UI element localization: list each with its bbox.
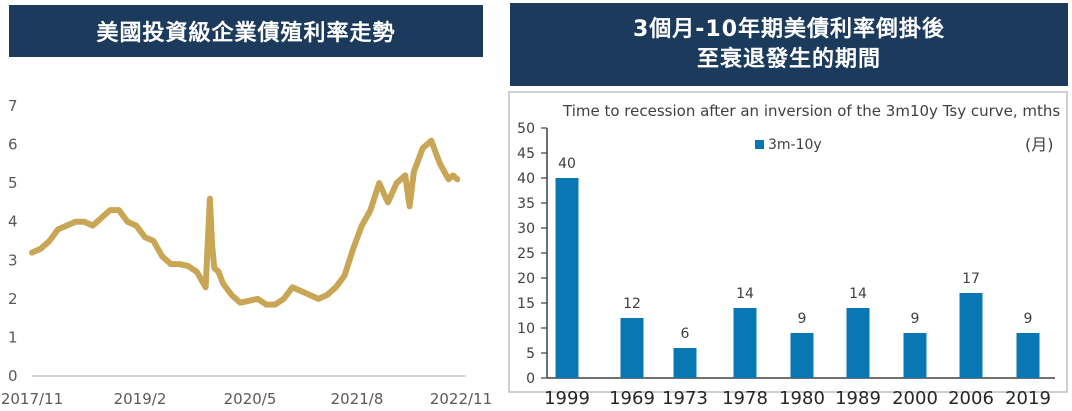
y-axis-ticks: 0 1 2 3 4 5 6 7 xyxy=(8,97,18,385)
bar-value-label: 40 xyxy=(558,156,576,172)
bars: 40 12 6 14 9 14 9 17 9 xyxy=(555,156,1040,378)
y-tick-label: 3 xyxy=(8,251,18,269)
right-chart-title-line2: 至衰退發生的期間 xyxy=(696,46,881,72)
unit-label: (月) xyxy=(1025,135,1054,154)
y-tick-label: 4 xyxy=(8,213,18,231)
bar xyxy=(733,308,757,378)
right-chart-title-line1: 3個月-10年期美債利率倒掛後 xyxy=(632,16,946,42)
x-tick-label: 2021/8 xyxy=(331,390,384,408)
y-tick-label: 20 xyxy=(517,271,535,287)
right-chart-header: 3個月-10年期美債利率倒掛後 至衰退發生的期間 xyxy=(510,3,1068,86)
x-tick-label: 1980 xyxy=(779,388,825,409)
y-tick-label: 50 xyxy=(517,121,535,137)
y-tick-label: 30 xyxy=(517,221,535,237)
bar xyxy=(790,333,814,378)
y-tick-label: 2 xyxy=(8,290,18,308)
x-tick-label: 2019/2 xyxy=(114,390,167,408)
y-tick-label: 5 xyxy=(526,346,535,362)
y-tick-label: 7 xyxy=(8,97,18,115)
x-tick-label: 2019 xyxy=(1005,388,1051,409)
bar xyxy=(959,293,983,378)
yield-line xyxy=(29,137,461,308)
yield-line-chart: 0 1 2 3 4 5 6 7 2017/11 2019/2 2020/5 2021/8 2022/1… xyxy=(1,97,492,408)
x-tick-label: 1969 xyxy=(609,388,655,409)
x-axis-ticks: 2017/11 2019/2 2020/5 2021/8 2022/11 xyxy=(1,390,492,408)
bar xyxy=(620,318,644,378)
x-tick-label: 1973 xyxy=(662,388,708,409)
bar-value-label: 14 xyxy=(849,286,867,302)
y-tick-label: 25 xyxy=(517,246,535,262)
recession-bar-chart: Time to recession after an inversion of … xyxy=(505,91,1068,411)
bar-value-label: 6 xyxy=(681,326,690,342)
y-tick-label: 0 xyxy=(8,367,18,385)
x-tick-label: 2000 xyxy=(892,388,938,409)
y-tick-label: 15 xyxy=(517,296,535,312)
bar-value-label: 9 xyxy=(1024,311,1033,327)
x-tick-label: 1978 xyxy=(722,388,768,409)
left-chart-title: 美國投資級企業債殖利率走勢 xyxy=(96,21,396,46)
x-tick-label: 2017/11 xyxy=(1,390,63,408)
bar xyxy=(555,178,579,378)
x-tick-label: 1999 xyxy=(544,388,590,409)
x-tick-label: 2020/5 xyxy=(224,390,277,408)
bar-value-label: 9 xyxy=(911,311,920,327)
y-tick-label: 10 xyxy=(517,321,535,337)
bar-value-label: 17 xyxy=(962,271,980,287)
y-tick-label: 40 xyxy=(517,171,535,187)
bar-value-label: 12 xyxy=(623,296,641,312)
y-tick-label: 6 xyxy=(8,136,18,154)
y-tick-label: 45 xyxy=(517,146,535,162)
bar-value-label: 9 xyxy=(798,311,807,327)
y-tick-label: 35 xyxy=(517,196,535,212)
y-tick-label: 5 xyxy=(8,174,18,192)
y-axis-ticks: 0 5 10 15 20 25 30 35 40 45 50 xyxy=(517,121,547,387)
x-tick-label: 2022/11 xyxy=(430,390,492,408)
legend-label: 3m-10y xyxy=(768,137,822,153)
bar xyxy=(903,333,927,378)
y-tick-label: 0 xyxy=(526,371,535,387)
x-tick-label: 2006 xyxy=(948,388,994,409)
bar xyxy=(846,308,870,378)
y-tick-label: 1 xyxy=(8,328,18,346)
bar-value-label: 14 xyxy=(736,286,754,302)
bar xyxy=(1016,333,1040,378)
bar xyxy=(673,348,697,378)
chart-subtitle: Time to recession after an inversion of … xyxy=(562,102,1060,120)
legend-swatch xyxy=(755,140,764,149)
x-axis-ticks: 1999 1969 1973 1978 1980 1989 2000 2006 2019 xyxy=(544,388,1051,409)
left-chart-header: 美國投資級企業債殖利率走勢 xyxy=(9,5,483,57)
x-tick-label: 1989 xyxy=(835,388,881,409)
